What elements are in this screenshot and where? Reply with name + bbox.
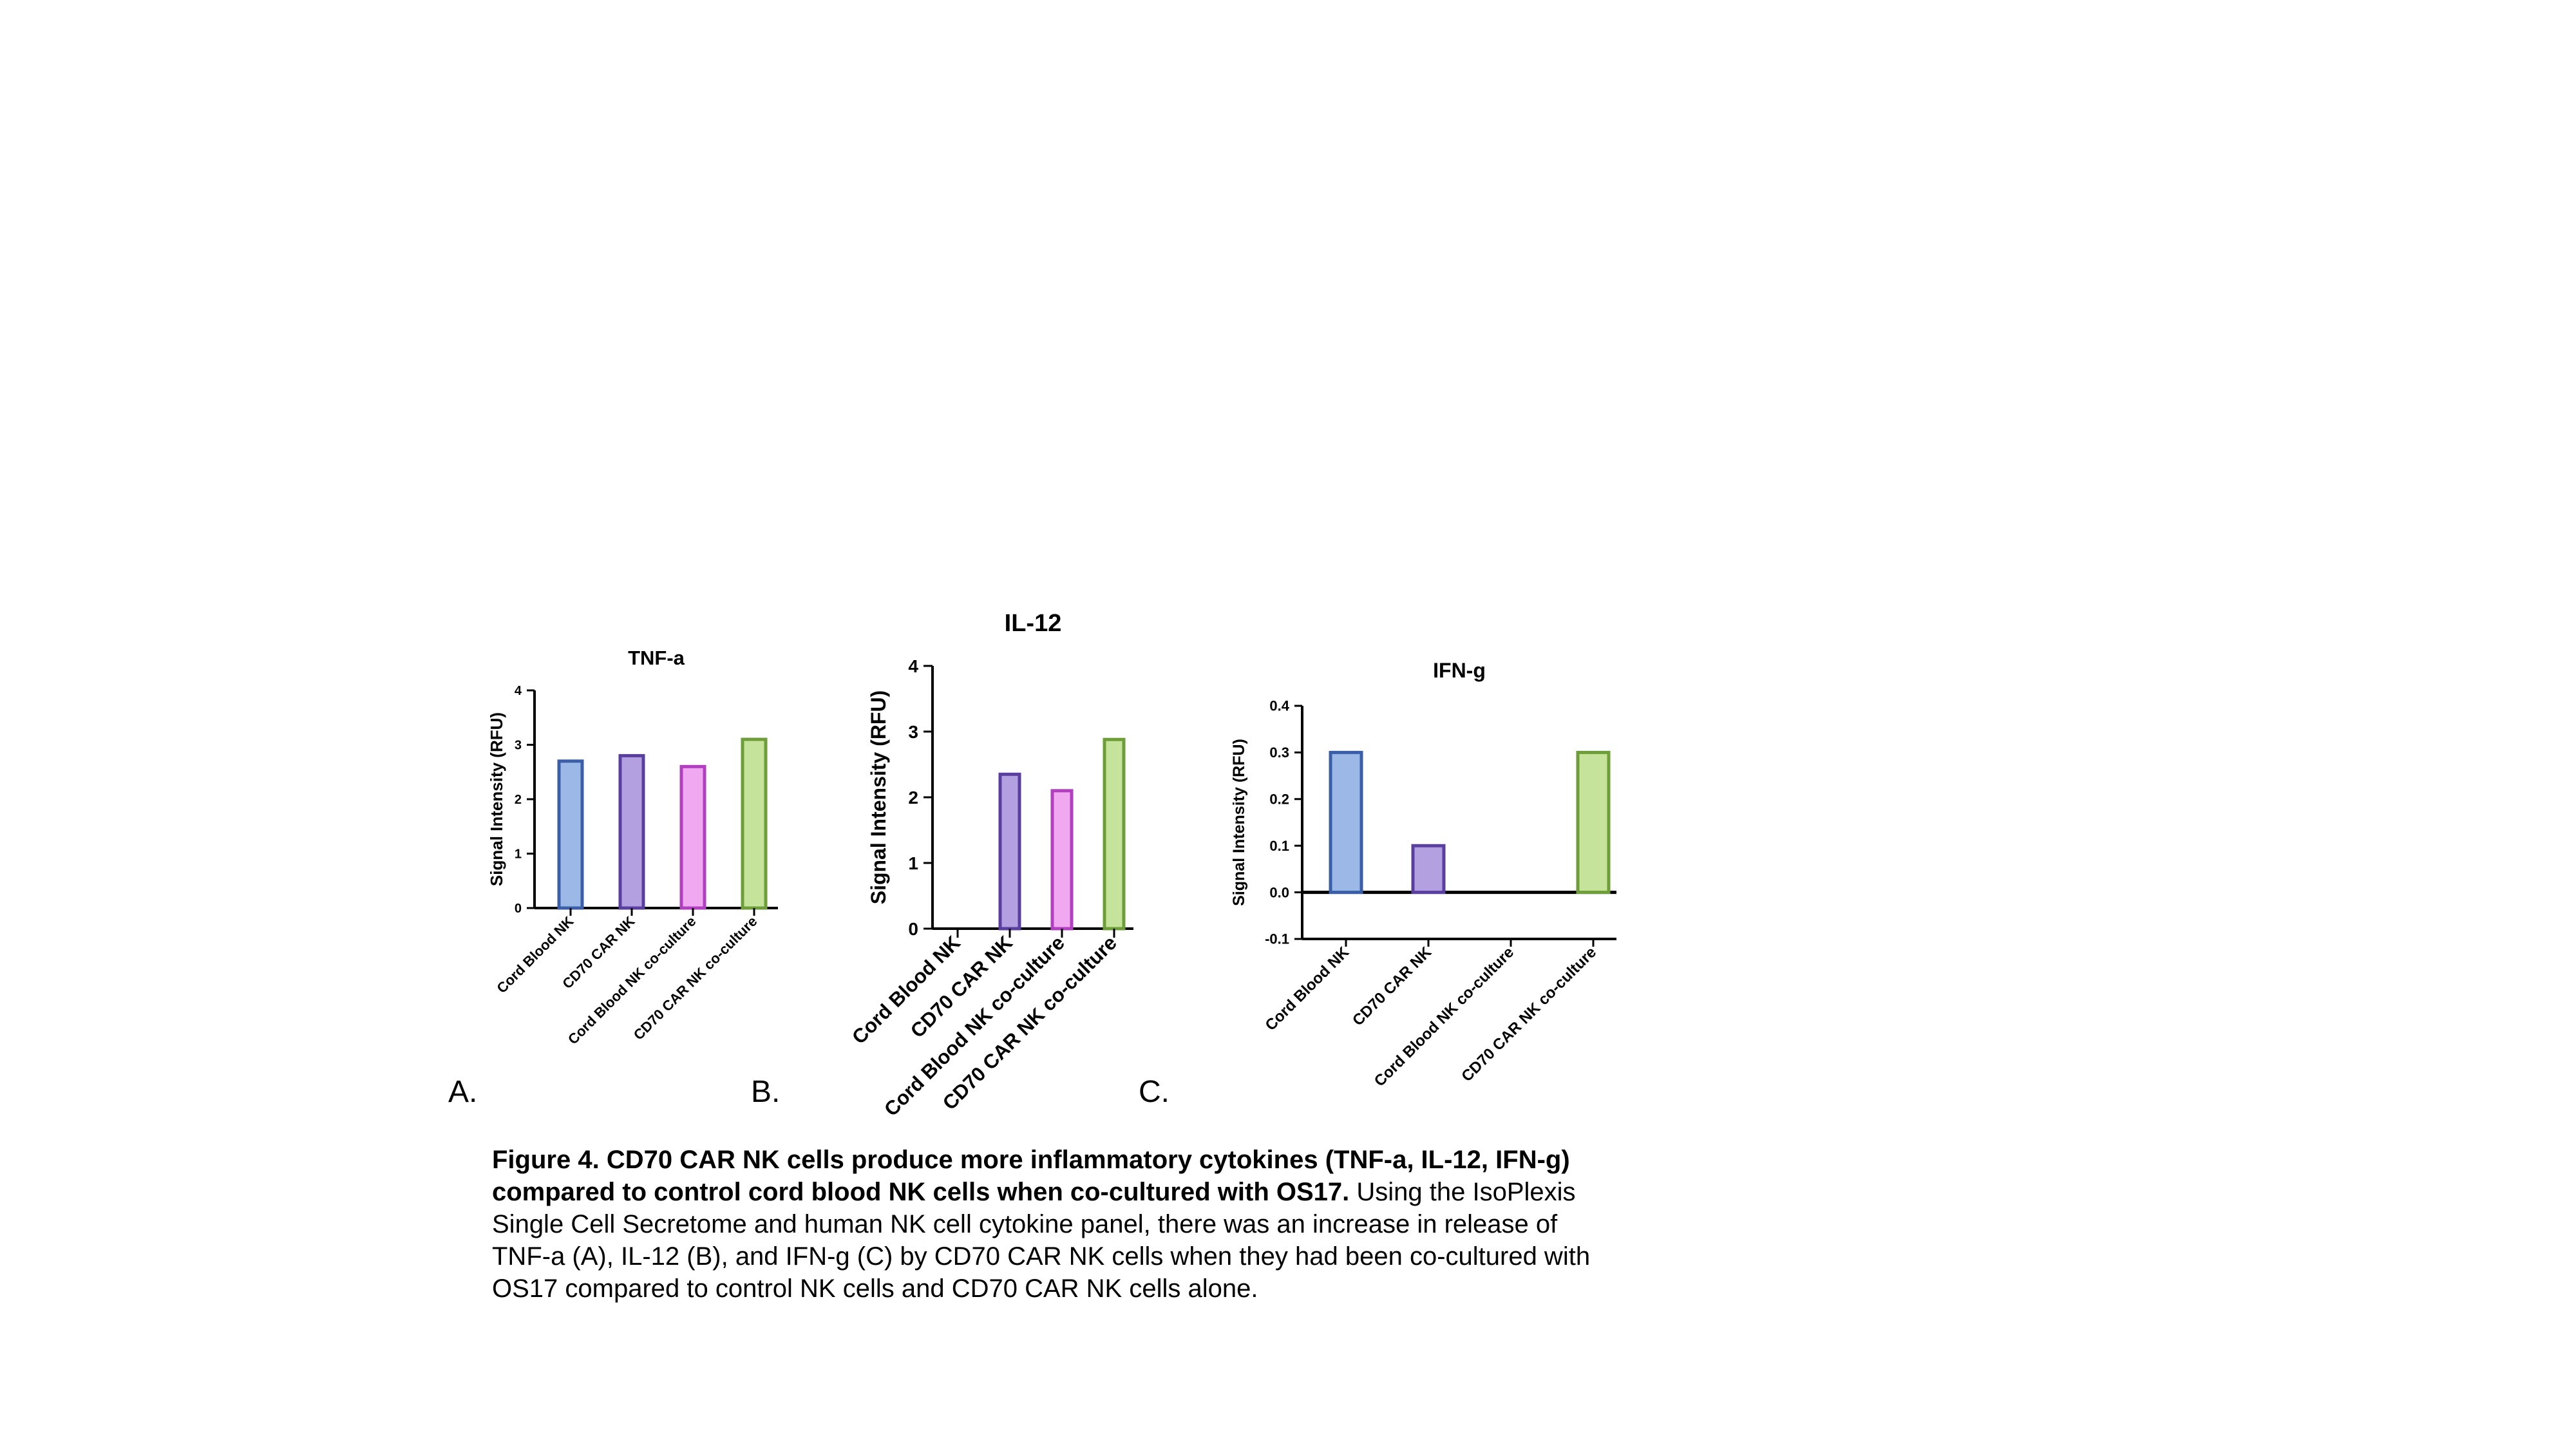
y-tick-label-0-1: 1 xyxy=(515,848,522,862)
bar-2-0 xyxy=(1329,750,1363,895)
y-axis-label-2: Signal Intensity (RFU) xyxy=(1230,739,1248,906)
caption-body: Using the IsoPlexis Single Cell Secretom… xyxy=(492,1178,1591,1303)
panel-label-c: C. xyxy=(1139,1075,1170,1109)
y-tick-label-1-4: 4 xyxy=(908,656,918,676)
x-tick-label-2-0: Cord Blood NK xyxy=(1262,943,1353,1034)
y-tick-label-1-3: 3 xyxy=(908,722,918,742)
chart-title-1: IL-12 xyxy=(1005,610,1062,637)
caption-title: Figure 4. CD70 CAR NK cells produce more… xyxy=(492,1146,1570,1206)
y-tick-label-1-1: 1 xyxy=(908,853,918,873)
y-tick-label-2-4: 0.3 xyxy=(1269,744,1289,761)
x-tick-label-0-2: Cord Blood NK co-culture xyxy=(565,913,699,1048)
x-tick-label-2-1: CD70 CAR NK xyxy=(1349,943,1435,1030)
y-tick-label-2-5: 0.4 xyxy=(1269,698,1289,714)
bar-1-2 xyxy=(1050,789,1074,931)
y-axis-label-1: Signal Intensity (RFU) xyxy=(867,690,890,904)
y-tick-label-0-4: 4 xyxy=(515,684,522,698)
bar-0-0 xyxy=(557,759,584,910)
panel-label-b: B. xyxy=(751,1075,781,1109)
bar-0-1 xyxy=(618,753,645,910)
chart-title-2: IFN-g xyxy=(1433,659,1486,682)
y-tick-label-0-2: 2 xyxy=(515,793,522,807)
y-axis-label-0: Signal Intensity (RFU) xyxy=(487,712,506,886)
bar-2-3 xyxy=(1576,750,1611,895)
bar-0-3 xyxy=(741,737,768,910)
y-tick-label-1-0: 0 xyxy=(908,919,918,939)
y-tick-label-0-0: 0 xyxy=(515,902,522,916)
figure-caption: Figure 4. CD70 CAR NK cells produce more… xyxy=(492,1144,1613,1305)
bar-0-2 xyxy=(679,764,706,910)
bar-2-1 xyxy=(1411,844,1446,895)
x-tick-label-2-3: CD70 CAR NK co-culture xyxy=(1458,943,1600,1085)
y-tick-label-1-2: 2 xyxy=(908,788,918,808)
y-tick-label-2-0: -0.1 xyxy=(1265,931,1289,947)
x-tick-label-2-2: Cord Blood NK co-culture xyxy=(1371,943,1517,1090)
y-tick-label-2-1: 0.0 xyxy=(1269,884,1289,900)
y-tick-label-2-3: 0.2 xyxy=(1269,791,1289,808)
bar-1-3 xyxy=(1103,737,1126,931)
chart-title-0: TNF-a xyxy=(628,647,685,669)
x-tick-label-0-3: CD70 CAR NK co-culture xyxy=(630,913,761,1043)
y-tick-label-0-3: 3 xyxy=(515,739,522,753)
bar-1-1 xyxy=(998,772,1021,931)
y-tick-label-2-2: 0.1 xyxy=(1269,838,1289,854)
panel-label-a: A. xyxy=(448,1075,478,1109)
